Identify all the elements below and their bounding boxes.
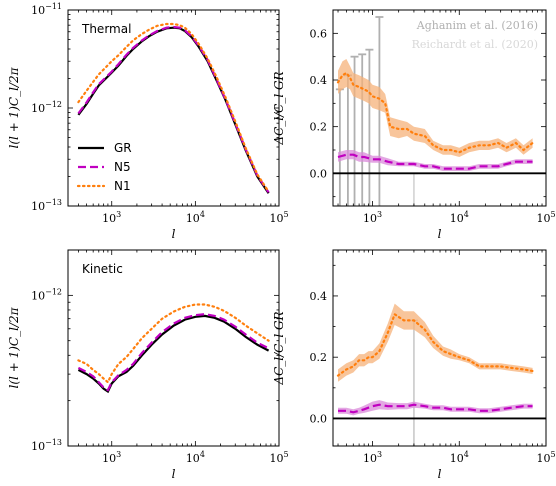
x-axis-label: l [438, 227, 442, 241]
x-tick-label: 105 [536, 450, 555, 465]
panel-annotation: Thermal [81, 22, 131, 36]
y-tick-label: 0.4 [310, 290, 328, 303]
plot-area [77, 303, 270, 394]
y-tick-label: 0.0 [310, 167, 328, 180]
series-line-GR [77, 26, 270, 194]
x-axis-label: l [438, 467, 442, 481]
legend-label: Reichardt et al. (2020) [412, 38, 538, 51]
x-tick-label: 104 [186, 450, 205, 465]
y-tick-label: 0.6 [310, 27, 328, 40]
panel-top-left: 103 104 105 10−13 10−12 10−11 l l(l + 1)C_l/2π T… [7, 2, 289, 241]
x-tick-label: 105 [269, 210, 288, 225]
legend: GR N5 N1 [76, 141, 132, 193]
x-tick-label: 103 [363, 450, 382, 465]
y-tick-label: 10−12 [31, 100, 62, 115]
series-line-N5 [77, 313, 270, 392]
series-line-N1 [336, 312, 534, 377]
y-tick-label: 10−11 [31, 2, 62, 17]
panel-bottom-left: 103 104 105 10−13 10−12 l l(l + 1)C_l/2π Kineti… [7, 249, 289, 481]
x-tick-label: 104 [450, 450, 469, 465]
series-line-N5 [338, 403, 533, 414]
x-tick-label: 103 [102, 450, 121, 465]
y-tick-label: 0.2 [310, 121, 328, 134]
x-tick-label: 104 [450, 210, 469, 225]
panel-annotation: Kinetic [82, 262, 123, 276]
legend-label-N5: N5 [114, 160, 131, 174]
y-tick-label: 0.0 [310, 412, 328, 425]
y-axis-label: ΔC_l/C_l GR [272, 71, 286, 145]
panel-top-right: 103 104 105 0.0 0.2 0.4 0.6 l ΔC_l/C_l GR Aghanim… [272, 9, 556, 241]
series-line-N5 [77, 25, 270, 193]
plot-area [333, 303, 546, 446]
x-axis-label: l [172, 467, 176, 481]
x-tick-label: 104 [186, 210, 205, 225]
series-line-N1 [77, 22, 270, 193]
plot-frame [332, 9, 547, 207]
plot-area [333, 16, 546, 206]
y-axis-label: l(l + 1)C_l/2π [7, 306, 21, 388]
y-tick-label: 10−12 [31, 287, 62, 302]
y-tick-label: 10−13 [31, 198, 62, 213]
y-axis-label: l(l + 1)C_l/2π [7, 66, 21, 148]
series-band-N1 [338, 59, 533, 157]
x-tick-label: 105 [269, 450, 288, 465]
series-line-N1 [77, 303, 270, 384]
legend-label-GR: GR [114, 141, 132, 155]
x-axis-label: l [172, 227, 176, 241]
x-tick-label: 103 [102, 210, 121, 225]
legend-label-N1: N1 [114, 179, 131, 193]
series-line-N5 [337, 153, 533, 170]
panel-bottom-right: 103 104 105 0.0 0.2 0.4 l ΔC_l/C_l GR [272, 249, 556, 481]
y-tick-label: 0.4 [310, 74, 328, 87]
plot-frame [332, 249, 547, 447]
series-line-N1 [336, 71, 534, 154]
x-tick-label: 105 [536, 210, 555, 225]
plot-frame [67, 249, 280, 447]
y-axis-label: ΔC_l/C_l GR [272, 311, 286, 385]
x-tick-label: 103 [363, 210, 382, 225]
y-tick-label: 10−13 [31, 438, 62, 453]
plot-area [77, 22, 270, 194]
plot-frame [67, 9, 280, 207]
legend: Aghanim et al. (2016) Reichardt et al. (2… [412, 19, 538, 51]
legend-label: Aghanim et al. (2016) [416, 19, 538, 32]
y-tick-label: 0.2 [310, 351, 328, 364]
